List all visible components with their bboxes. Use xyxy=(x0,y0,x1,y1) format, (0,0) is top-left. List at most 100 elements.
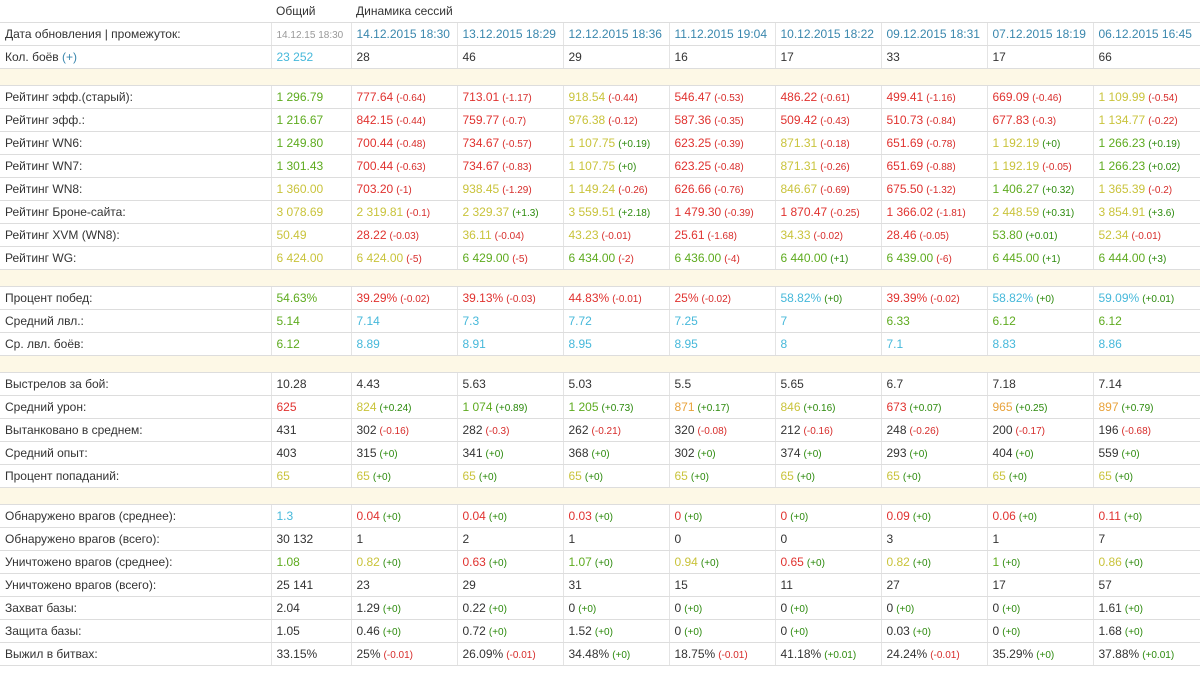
session-cell: 0.06 (+0) xyxy=(986,504,1093,528)
total-value: 1 249.80 xyxy=(276,136,324,150)
session-value: 17 xyxy=(992,578,1006,592)
session-value: 703.20 xyxy=(356,182,394,196)
total-cell: 1.05 xyxy=(270,619,351,643)
total-cell: 3 078.69 xyxy=(270,200,351,224)
stat-row: Процент побед: 54.63% 39.29% (-0.02) 39.13%(… xyxy=(0,286,1200,310)
session-date-cell[interactable]: 09.12.2015 18:31 xyxy=(880,22,987,46)
session-cell: 34.48% (+0) xyxy=(562,642,669,666)
session-value: 65 xyxy=(780,469,794,483)
session-cell: 25% (-0.02) xyxy=(668,286,775,310)
session-cell: 43.23 (-0.01) xyxy=(562,223,669,247)
total-cell: 30 132 xyxy=(270,527,351,551)
session-value: 0.46 xyxy=(356,624,380,638)
session-value: 39.13% xyxy=(462,291,504,305)
session-cell: 1 205 (+0.73) xyxy=(562,395,669,419)
session-cell: 0.03 (+0) xyxy=(562,504,669,528)
session-value: 1 479.30 xyxy=(674,205,722,219)
stat-row: Рейтинг WG: 6 424.00 6 424.00 (-5) 6 429.00(… xyxy=(0,246,1200,270)
session-delta: (+0) xyxy=(379,449,398,460)
header-total: Общий xyxy=(271,0,351,23)
session-cell: 703.20 (-1) xyxy=(350,177,457,201)
session-value: 700.44 xyxy=(356,159,394,173)
session-date-cell[interactable]: 07.12.2015 18:19 xyxy=(986,22,1093,46)
session-delta: (+0) xyxy=(594,627,613,638)
session-cell: 0.82 (+0) xyxy=(350,550,457,574)
session-cell: 673 (+0.07) xyxy=(880,395,987,419)
session-value: 1.52 xyxy=(568,624,592,638)
session-value: 846 xyxy=(780,400,801,414)
session-value: 6.12 xyxy=(992,314,1016,328)
row-label: Рейтинг WN7: xyxy=(0,154,271,178)
total-value: 1 296.79 xyxy=(276,90,324,104)
session-value: 200 xyxy=(992,423,1013,437)
session-cell: 374 (+0) xyxy=(774,441,881,465)
row-label: Рейтинг эфф.: xyxy=(0,108,271,132)
session-date-cell[interactable]: 10.12.2015 18:22 xyxy=(774,22,881,46)
session-delta: (-1.29) xyxy=(502,185,532,196)
session-value: 0 xyxy=(780,624,788,638)
session-value: 3 559.51 xyxy=(568,205,616,219)
session-delta: (+0.79) xyxy=(1121,403,1154,414)
session-value: 824 xyxy=(356,400,377,414)
session-value: 7.18 xyxy=(992,377,1016,391)
session-value: 0.09 xyxy=(886,509,910,523)
session-delta: (+0) xyxy=(912,627,931,638)
session-cell: 34.33 (-0.02) xyxy=(774,223,881,247)
total-value: 431 xyxy=(276,423,297,437)
section-separator xyxy=(0,68,1200,86)
session-cell: 302 (+0) xyxy=(668,441,775,465)
session-value: 0.11 xyxy=(1098,509,1121,523)
session-cell: 0.82 (+0) xyxy=(880,550,987,574)
session-cell: 0.94 (+0) xyxy=(668,550,775,574)
separator-cell xyxy=(0,355,1200,373)
session-date-cell[interactable]: 11.12.2015 19:04 xyxy=(668,22,775,46)
session-date-cell[interactable]: 06.12.2015 16:45 xyxy=(1092,22,1200,46)
session-delta: (+0) xyxy=(1114,472,1133,483)
session-value: 651.69 xyxy=(886,159,924,173)
session-date-link[interactable]: 06.12.2015 16:45 xyxy=(1098,27,1192,41)
session-cell: 39.39% (-0.02) xyxy=(880,286,987,310)
session-cell: 0 (+0) xyxy=(668,619,775,643)
session-date-cell[interactable]: 14.12.2015 18:30 xyxy=(350,22,457,46)
session-value: 7.1 xyxy=(886,337,904,351)
session-date-link[interactable]: 11.12.2015 19:04 xyxy=(674,27,768,41)
session-date-link[interactable]: 10.12.2015 18:22 xyxy=(780,27,874,41)
session-cell: 65 (+0) xyxy=(1092,464,1200,488)
session-date-cell[interactable]: 13.12.2015 18:29 xyxy=(456,22,563,46)
session-value: 23 xyxy=(356,578,370,592)
session-cell: 623.25 (-0.48) xyxy=(668,154,775,178)
session-delta: (+0) xyxy=(909,449,928,460)
session-date-cell[interactable]: 12.12.2015 18:36 xyxy=(562,22,669,46)
total-value: 30 132 xyxy=(276,532,314,546)
row-label-cell: Кол. боёв (+) xyxy=(0,45,271,69)
session-cell: 196 (-0.68) xyxy=(1092,418,1200,442)
session-date-link[interactable]: 14.12.2015 18:30 xyxy=(356,27,450,41)
session-cell: 7.3 xyxy=(456,309,563,333)
session-delta: (+0) xyxy=(1124,604,1143,615)
session-cell: 6 436.00 (-4) xyxy=(668,246,775,270)
session-cell: 1 406.27 (+0.32) xyxy=(986,177,1093,201)
session-value: 58.82% xyxy=(992,291,1034,305)
session-value: 509.42 xyxy=(780,113,818,127)
stat-row: Обнаружено врагов (среднее): 1.3 0.04 (+0) 0… xyxy=(0,504,1200,528)
session-delta: (-1) xyxy=(396,185,412,196)
session-cell: 0.46 (+0) xyxy=(350,619,457,643)
session-value: 546.47 xyxy=(674,90,712,104)
total-cell: 625 xyxy=(270,395,351,419)
session-date-link[interactable]: 12.12.2015 18:36 xyxy=(568,27,662,41)
total-value: 25 141 xyxy=(276,578,314,592)
stat-row: Рейтинг эфф.: 1 216.67 842.15 (-0.44) 759.77… xyxy=(0,108,1200,132)
stat-row: Ср. лвл. боёв: 6.12 8.89 8.91 8.95 8.95 8 7.1 8.… xyxy=(0,332,1200,356)
session-date-link[interactable]: 07.12.2015 18:19 xyxy=(992,27,1086,41)
session-date-link[interactable]: 13.12.2015 18:29 xyxy=(462,27,556,41)
session-delta: (+0) xyxy=(1008,472,1027,483)
session-cell: 1 366.02 (-1.81) xyxy=(880,200,987,224)
session-value: 3 xyxy=(886,532,894,546)
session-cell: 7.14 xyxy=(1092,372,1200,396)
session-value: 0 xyxy=(674,624,682,638)
expand-battles-link[interactable]: (+) xyxy=(62,50,78,64)
session-cell: 0 (+0) xyxy=(774,596,881,620)
session-cell: 65 (+0) xyxy=(668,464,775,488)
session-cell: 0.09 (+0) xyxy=(880,504,987,528)
session-date-link[interactable]: 09.12.2015 18:31 xyxy=(886,27,980,41)
